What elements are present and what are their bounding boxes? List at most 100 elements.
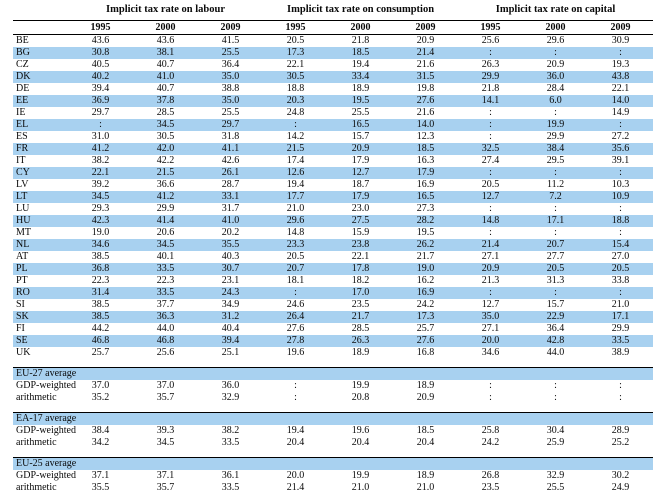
table-row: GDP-weighted 37.0 37.0 36.0: 19.9 18.9::: — [13, 380, 653, 392]
value-cell: 35.5 — [198, 239, 264, 251]
value-cell: 22.9 — [523, 311, 589, 323]
value-cell: 16.9 — [416, 179, 435, 190]
value-cell: : — [458, 287, 524, 299]
value-cell: 38.5 — [68, 311, 133, 323]
value-cell: 40.1 — [156, 251, 175, 262]
table-row: SI 38.5 37.7 34.9 24.6 23.5 24.2 12.7 15.7 21.0 — [13, 299, 653, 311]
corner-cell — [13, 20, 68, 35]
value-cell: 27.3 — [416, 203, 435, 214]
value-cell: 33.5 — [133, 263, 198, 275]
value-cell: 32.5 — [458, 143, 524, 155]
value-cell: 22.1 — [351, 251, 370, 262]
value-cell: 28.9 — [611, 425, 630, 436]
spacer-row — [13, 404, 654, 413]
value-cell: : — [619, 380, 622, 391]
value-cell: 17.9 — [351, 155, 370, 166]
value-cell: 31.8 — [221, 131, 240, 142]
value-cell: 24.9 — [611, 482, 630, 493]
value-cell: 21.7 — [416, 251, 435, 262]
table-row: DE 39.4 40.7 38.8 18.8 18.9 19.8 21.8 28.4 22.1 — [13, 83, 653, 95]
value-cell: 20.5 — [286, 35, 305, 46]
value-cell: 20.9 — [546, 59, 565, 70]
value-cell: 34.9 — [221, 299, 240, 310]
value-cell: 41.4 — [133, 215, 198, 227]
value-cell: 6.0 — [523, 95, 589, 107]
value-cell: : — [588, 287, 654, 299]
country-code: FI — [16, 323, 25, 334]
value-cell: 20.5 — [481, 179, 500, 190]
value-cell: 41.0 — [133, 71, 198, 83]
aggregate-row-label: GDP-weighted — [16, 425, 76, 436]
country-code: BE — [16, 35, 29, 46]
country-code: LV — [16, 179, 29, 190]
value-cell: 15.7 — [546, 299, 565, 310]
value-cell: 32.9 — [221, 392, 240, 403]
table-row: FR 41.2 42.0 41.1 21.5 20.9 18.5 32.5 38.4 35.6 — [13, 143, 654, 155]
value-cell: 42.6 — [221, 155, 240, 166]
country-code: AT — [16, 251, 29, 262]
table-row: DK 40.2 41.0 35.0 30.5 33.4 31.5 29.9 36.0 43.8 — [13, 71, 654, 83]
value-cell: 25.5 — [546, 482, 565, 493]
value-cell: 26.4 — [263, 311, 329, 323]
table-row: RO 31.4 33.5 24.3:17.0 16.9::: — [13, 287, 654, 299]
value-cell: 34.5 — [133, 119, 198, 131]
value-cell: 40.2 — [68, 71, 133, 83]
country-code: LT — [13, 191, 68, 203]
aggregate-row-label: GDP-weighted — [16, 380, 76, 391]
value-cell: 29.9 — [458, 71, 524, 83]
value-cell: 20.5 — [523, 263, 589, 275]
value-cell: 21.4 — [286, 482, 305, 493]
value-cell: 41.5 — [221, 35, 240, 46]
value-cell: 42.8 — [523, 335, 589, 347]
country-code: EL — [13, 119, 68, 131]
value-cell: 23.8 — [328, 239, 394, 251]
value-cell: 22.3 — [156, 275, 175, 286]
value-cell: 29.7 — [91, 107, 110, 118]
value-cell: 40.7 — [156, 59, 175, 70]
value-cell: 37.8 — [133, 95, 198, 107]
group-header-capital: Implicit tax rate on capital — [458, 2, 654, 21]
section-title-row: EA-17 average — [13, 412, 654, 425]
year-header: 2000 — [133, 20, 198, 35]
value-cell: 27.2 — [611, 131, 630, 142]
value-cell: 43.6 — [91, 35, 110, 46]
value-cell: 14.0 — [393, 119, 459, 131]
value-cell: 38.4 — [523, 143, 589, 155]
value-cell: 19.9 — [351, 380, 370, 391]
value-cell: 41.2 — [68, 143, 133, 155]
value-cell: 16.3 — [416, 155, 435, 166]
value-cell: 20.4 — [286, 437, 305, 448]
value-cell: 18.9 — [351, 83, 370, 94]
value-cell: 27.6 — [393, 335, 459, 347]
country-code: ES — [16, 131, 28, 142]
country-code: SE — [13, 335, 68, 347]
value-cell: 43.8 — [588, 71, 654, 83]
table-row: FI 44.2 44.0 40.4 27.6 28.5 25.7 27.1 36.4 29.9 — [13, 323, 653, 335]
table-row: HU 42.3 41.4 41.0 29.6 27.5 28.2 14.8 17.1 18.8 — [13, 215, 654, 227]
value-cell: 44.0 — [546, 347, 565, 358]
spacer-cell — [13, 359, 654, 368]
table-row: NL 34.6 34.5 35.5 23.3 23.8 26.2 21.4 20.7 15.4 — [13, 239, 654, 251]
value-cell: 18.9 — [416, 470, 435, 481]
value-cell: 25.5 — [221, 107, 240, 118]
value-cell: 17.8 — [328, 263, 394, 275]
value-cell: 25.5 — [351, 107, 370, 118]
value-cell: 17.3 — [263, 47, 329, 59]
value-cell: 20.4 — [416, 437, 435, 448]
value-cell: 18.8 — [588, 215, 654, 227]
value-cell: 28.4 — [546, 83, 565, 94]
value-cell: 46.8 — [68, 335, 133, 347]
value-cell: 30.8 — [68, 47, 133, 59]
value-cell: 25.7 — [91, 347, 110, 358]
value-cell: 22.1 — [68, 167, 133, 179]
table-row: arithmetic 35.5 35.7 33.5 21.4 21.0 21.0 23.5 25… — [13, 482, 653, 494]
value-cell: 19.4 — [351, 59, 370, 70]
aggregate-row-label: arithmetic — [16, 392, 57, 403]
table-row: SE 46.8 46.8 39.4 27.8 26.3 27.6 20.0 42.8 33.5 — [13, 335, 654, 347]
value-cell: 21.7 — [328, 311, 394, 323]
group-header-labour: Implicit tax rate on labour — [68, 2, 264, 21]
value-cell: 16.2 — [416, 275, 435, 286]
country-code: SK — [13, 311, 68, 323]
value-cell: : — [588, 119, 654, 131]
value-cell: 37.1 — [91, 470, 110, 481]
